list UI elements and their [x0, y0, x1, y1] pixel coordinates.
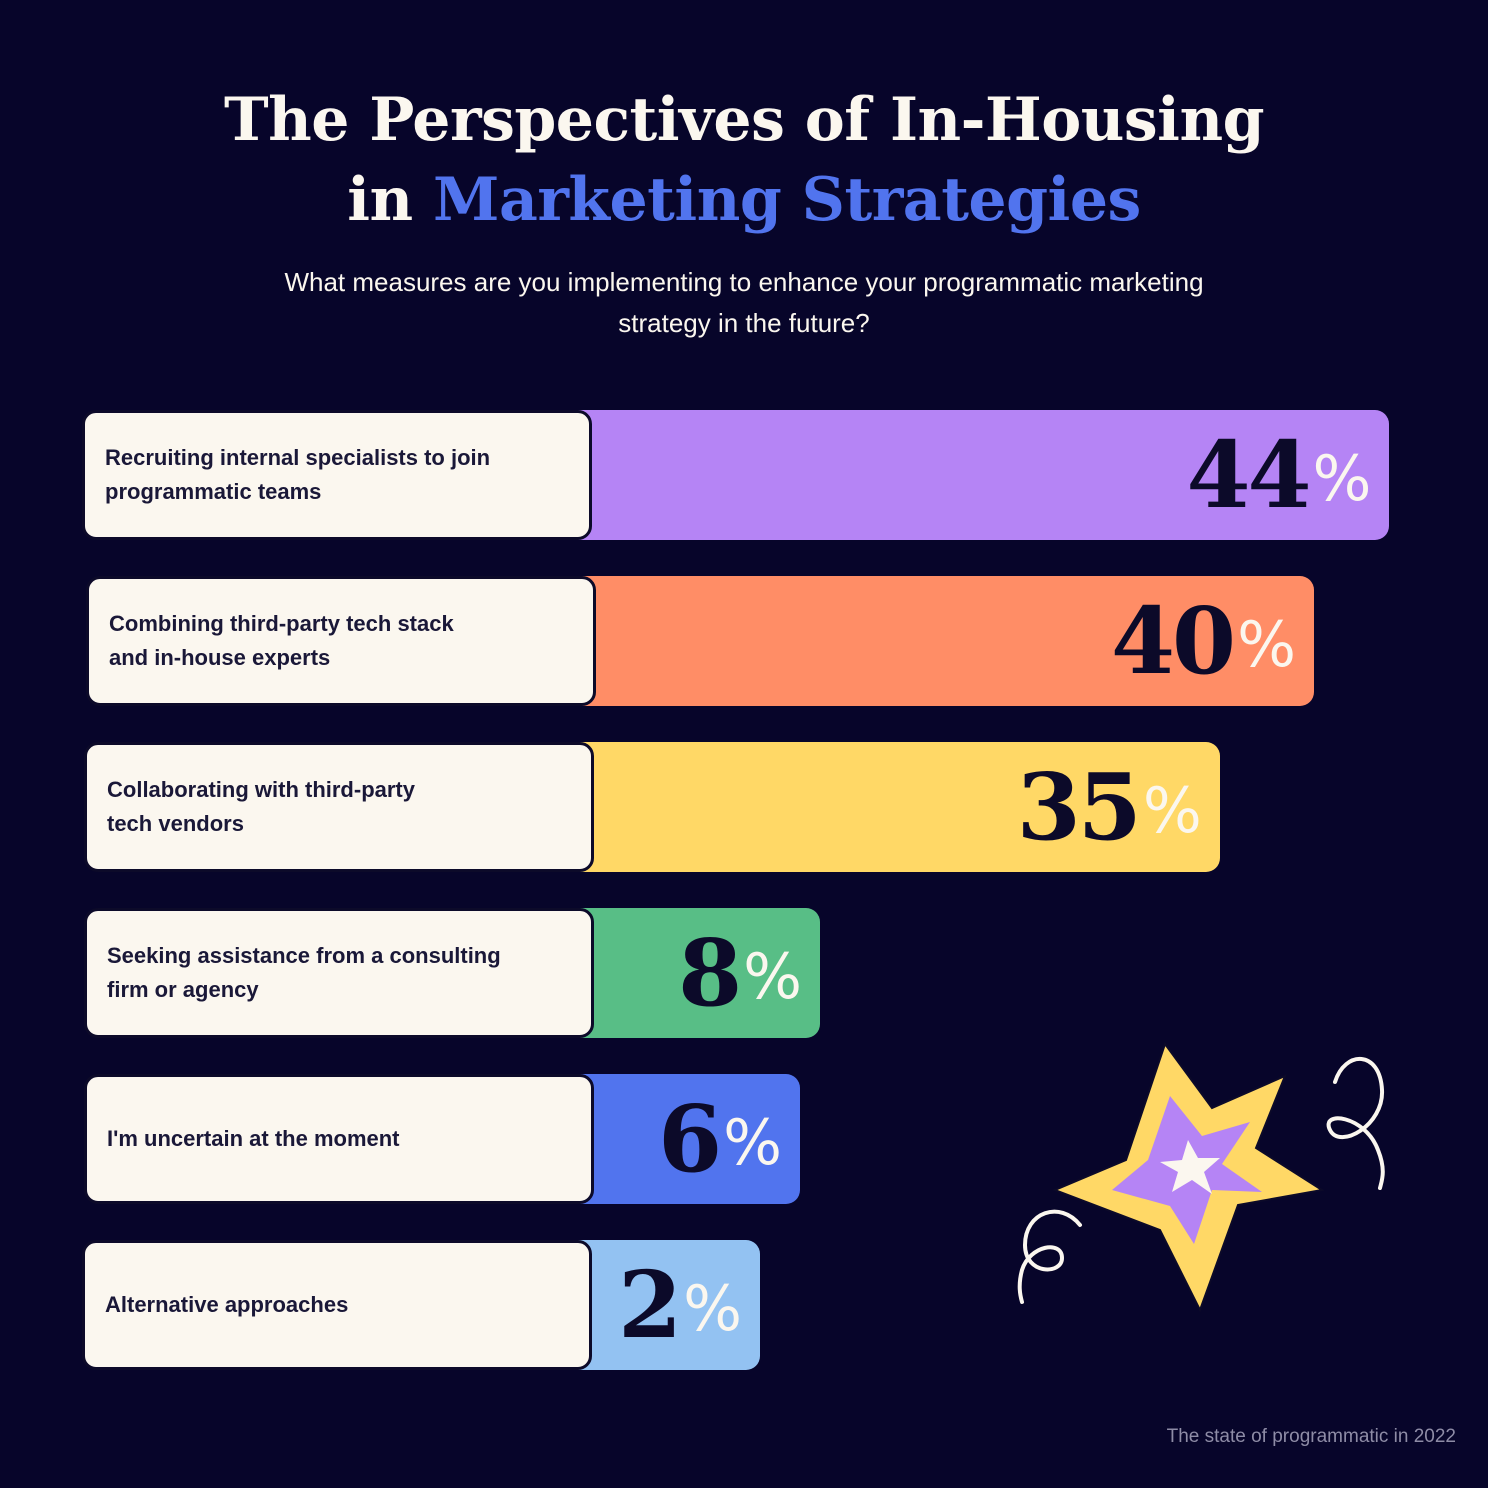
value-number: 40 — [1111, 587, 1236, 695]
bar — [560, 576, 1314, 706]
category-label-box: Seeking assistance from a consulting fir… — [84, 908, 594, 1038]
category-label: Combining third-party tech stack and in-… — [109, 611, 454, 670]
value-number: 35 — [1016, 753, 1142, 861]
category-label-box: Collaborating with third-party tech vend… — [84, 742, 594, 872]
percent-sign: % — [1142, 774, 1202, 847]
bar-value-label: 40% — [560, 576, 1314, 706]
swirl-right — [1326, 1056, 1385, 1190]
value-number: 2 — [618, 1251, 682, 1359]
category-label: Collaborating with third-party tech vend… — [107, 777, 415, 836]
title-line-1: The Perspectives of In-Housing — [223, 85, 1265, 155]
page-title: The Perspectives of In-Housing in Market… — [0, 80, 1488, 240]
bar — [560, 908, 820, 1038]
bar — [560, 1240, 760, 1370]
category-label: I'm uncertain at the moment — [107, 1126, 400, 1151]
bar — [560, 1074, 800, 1204]
bar-value-label: 35% — [560, 742, 1220, 872]
value-number: 6 — [658, 1085, 722, 1193]
title-line-2-prefix: in — [347, 165, 434, 235]
category-label-box: Combining third-party tech stack and in-… — [86, 576, 596, 706]
bar-value-label: 6% — [560, 1074, 800, 1204]
star-inner — [1160, 1140, 1220, 1194]
bar-value-label: 44% — [560, 410, 1389, 540]
survey-question: What measures are you implementing to en… — [284, 267, 1204, 338]
category-label: Alternative approaches — [105, 1292, 349, 1317]
category-label-box: Alternative approaches — [82, 1240, 592, 1370]
title-line-2: in Marketing Strategies — [0, 160, 1488, 240]
category-label-box: Recruiting internal specialists to join … — [82, 410, 592, 540]
percent-sign: % — [683, 1272, 742, 1345]
bar-value-label: 2% — [560, 1240, 760, 1370]
bar — [560, 742, 1220, 872]
category-label: Seeking assistance from a consulting fir… — [107, 943, 501, 1002]
category-label-box: I'm uncertain at the moment — [84, 1074, 594, 1204]
title-accent: Marketing Strategies — [433, 165, 1141, 235]
bar-value-label: 8% — [560, 908, 820, 1038]
value-number: 8 — [678, 919, 742, 1027]
category-label: Recruiting internal specialists to join … — [105, 445, 491, 504]
percent-sign: % — [1312, 442, 1372, 515]
value-number: 44 — [1186, 421, 1311, 529]
percent-sign: % — [743, 940, 802, 1013]
percent-sign: % — [1237, 608, 1296, 681]
percent-sign: % — [723, 1106, 782, 1179]
bar — [560, 410, 1390, 540]
star-burst-icon — [1017, 1041, 1385, 1313]
swirl-left — [1017, 1209, 1082, 1304]
source-footnote: The state of programmatic in 2022 — [1166, 1426, 1456, 1447]
